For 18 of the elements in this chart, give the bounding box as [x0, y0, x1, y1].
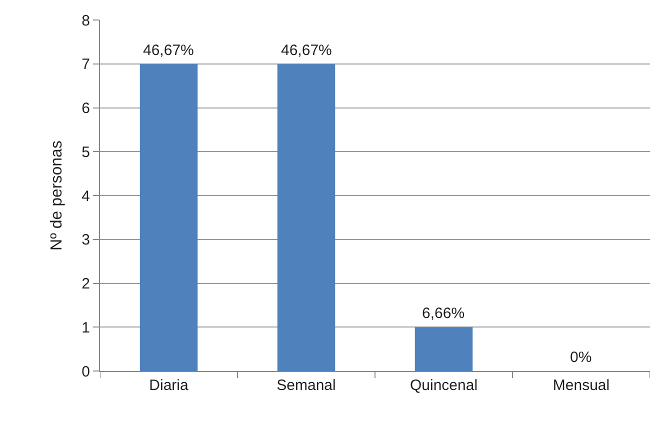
y-tick-label: 3 [82, 232, 90, 249]
y-tick-label: 4 [82, 188, 90, 205]
x-tick-label: Diaria [149, 377, 189, 394]
y-tick-label: 2 [82, 276, 90, 292]
x-tick-label: Semanal [276, 377, 336, 394]
y-tick-label: 0 [82, 363, 90, 380]
annotation: 46,67% [143, 42, 194, 59]
y-tick-label: 7 [82, 56, 90, 74]
annotation: 46,67% [281, 42, 332, 59]
y-tick-label: 6 [82, 100, 90, 117]
y-tick-label: 8 [82, 12, 90, 30]
y-axis-title: Nº de personas [48, 140, 66, 250]
y-tick-label: 5 [82, 144, 90, 161]
annotation: 0% [570, 349, 592, 366]
annotation: 6,66% [422, 305, 465, 322]
x-tick-label: Quincenal [410, 377, 478, 394]
y-tick-label: 1 [82, 319, 90, 336]
x-tick-label: Mensual [552, 377, 610, 394]
